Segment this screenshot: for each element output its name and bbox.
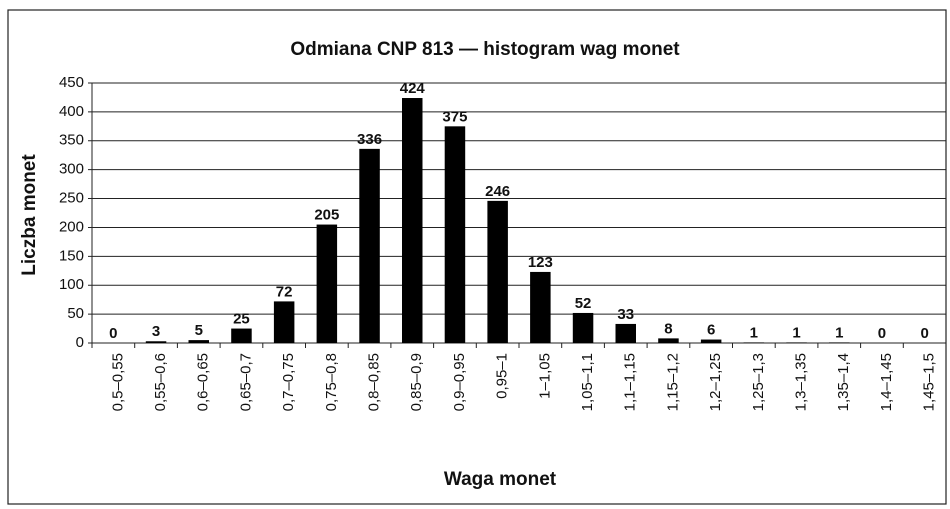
y-tick-label: 400 [59,103,84,120]
y-tick-label: 250 [59,190,84,207]
y-tick-label: 450 [59,74,84,91]
data-label: 6 [707,322,715,339]
x-axis-label: Waga monet [444,469,557,490]
x-tick-label: 1,15–1,2 [664,353,681,411]
y-tick-label: 150 [59,247,84,264]
bar [231,328,252,343]
x-tick-label: 1–1,05 [536,353,553,399]
y-tick-label: 350 [59,132,84,149]
x-tick-label: 0,75–0,8 [323,353,340,411]
x-tick-label: 1,35–1,4 [835,353,852,411]
bar [743,342,765,343]
data-label: 25 [233,311,250,328]
y-tick-label: 200 [59,218,84,235]
x-tick-label: 1,3–1,35 [793,353,810,411]
data-label: 8 [664,320,672,337]
x-tick-label: 1,1–1,15 [622,353,639,411]
x-tick-label: 1,4–1,45 [878,353,895,411]
x-tick-label: 1,2–1,25 [707,353,724,411]
bar [829,342,850,343]
x-tick-label: 0,95–1 [494,353,511,399]
x-tick-label: 1,45–1,5 [921,353,938,411]
chart-title: Odmiana CNP 813 — histogram wag monet [290,39,680,60]
x-tick-label: 0,85–0,9 [408,353,425,411]
data-label: 0 [109,325,117,342]
bar [615,323,636,343]
data-label: 33 [617,306,634,323]
y-tick-label: 0 [76,334,84,351]
bar [402,98,423,344]
x-tick-label: 1,05–1,1 [579,353,596,411]
data-label: 205 [314,207,339,224]
x-tick-label: 0,6–0,65 [195,353,212,411]
data-label: 0 [920,325,928,342]
y-tick-label: 100 [59,276,84,293]
data-label: 3 [152,323,160,340]
y-axis-label: Liczba monet [19,154,40,276]
data-label: 5 [195,322,203,339]
data-label: 52 [575,295,592,312]
data-label: 1 [835,324,843,341]
data-label: 0 [878,325,886,342]
bar [444,126,466,343]
bar [188,340,209,343]
x-tick-label: 0,65–0,7 [237,353,254,411]
bar [316,224,338,343]
y-tick-label: 300 [59,161,84,178]
bar [359,148,380,343]
x-tick-label: 0,5–0,55 [109,353,126,411]
x-tick-label: 0,7–0,75 [280,353,297,411]
data-label: 123 [528,254,553,271]
x-tick-label: 1,25–1,3 [750,353,767,411]
data-label: 246 [485,183,510,200]
data-label: 336 [357,131,382,148]
data-label: 375 [442,108,467,125]
x-tick-label: 0,55–0,6 [152,353,169,411]
data-label: 1 [792,324,800,341]
data-label: 72 [276,283,293,300]
bar [273,301,295,343]
frame [7,9,947,505]
bar [658,338,679,343]
bar [487,200,508,343]
y-tick-label: 50 [67,305,84,322]
bar [786,342,807,343]
x-tick-label: 0,8–0,85 [366,353,383,411]
bar [145,341,167,343]
data-label: 1 [750,324,758,341]
data-label: 424 [400,80,426,97]
x-tick-label: 0,9–0,95 [451,353,468,411]
bar [700,339,722,343]
bar [572,312,594,343]
bar [530,271,551,343]
